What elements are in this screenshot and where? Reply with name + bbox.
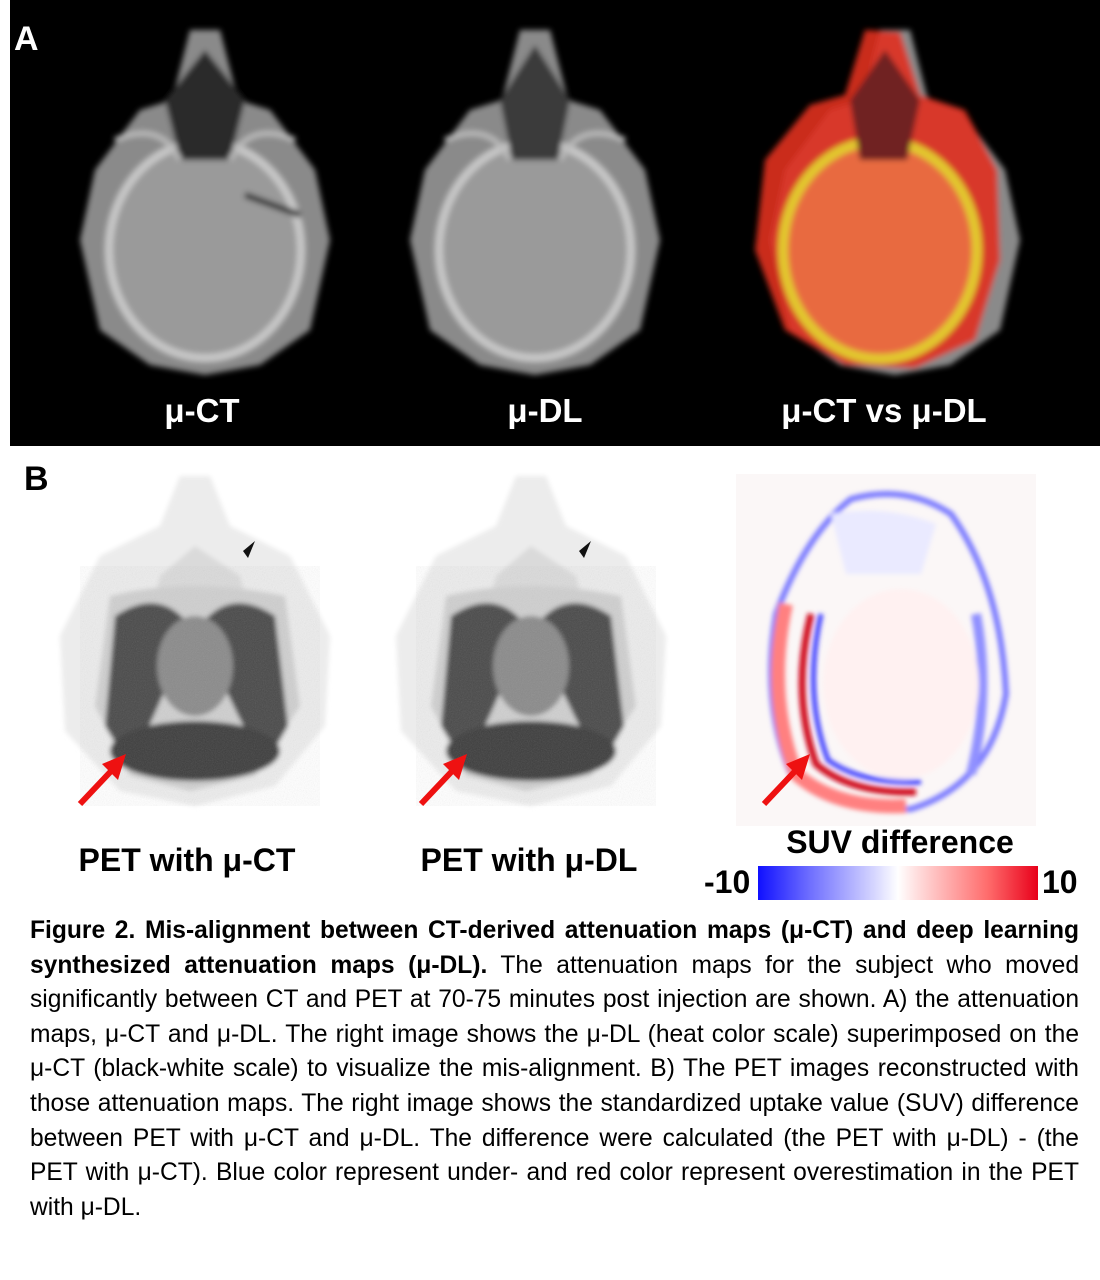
mu-dl-image [410, 30, 660, 375]
label-mu-ct-vs-mu-dl: μ-CT vs μ-DL [781, 392, 987, 429]
arrow-icon [418, 754, 467, 807]
label-pet-with-mu-ct: PET with μ-CT [78, 842, 296, 878]
colorbar [758, 866, 1038, 900]
figure-caption: Figure 2. Mis-alignment between CT-deriv… [30, 914, 1079, 1225]
colorbar-title: SUV difference [786, 824, 1014, 860]
arrow-icon [77, 754, 126, 807]
panel-b-letter: B [24, 460, 49, 498]
label-mu-ct: μ-CT [164, 392, 240, 429]
arrow-icon [761, 754, 810, 807]
label-mu-dl: μ-DL [507, 392, 583, 429]
caption-body: The attenuation maps for the subject who… [30, 951, 1079, 1221]
panel-a-letter: A [14, 20, 39, 58]
label-pet-with-mu-dl: PET with μ-DL [420, 842, 638, 878]
mu-ct-image [80, 30, 330, 375]
colorbar-min-label: -10 [704, 864, 751, 900]
pet-with-mu-dl-image [396, 476, 666, 806]
suv-difference-image [736, 474, 1036, 826]
panel-a [10, 0, 1100, 446]
caption-title: Figure 2. Mis-alignment between CT-deriv… [30, 917, 1079, 979]
mu-ct-vs-mu-dl-overlay-image [755, 30, 1020, 375]
pet-with-mu-ct-image [60, 476, 330, 806]
colorbar-max-label: 10 [1042, 864, 1078, 900]
